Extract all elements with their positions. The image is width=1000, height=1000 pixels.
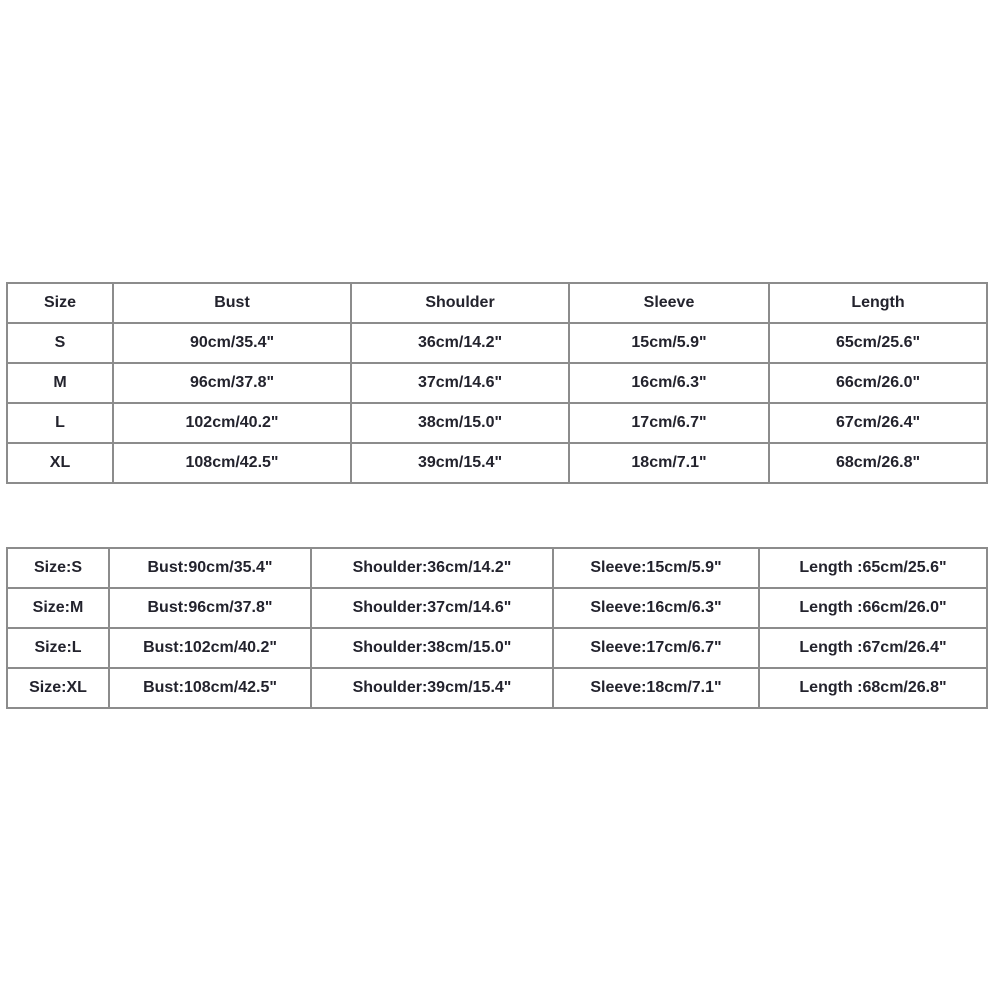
table-row: XL 108cm/42.5" 39cm/15.4" 18cm/7.1" 68cm/26.… [6, 442, 988, 484]
header-cell: Shoulder [350, 282, 570, 324]
table-cell: Bust:90cm/35.4" [108, 547, 312, 589]
header-cell: Sleeve [568, 282, 770, 324]
table-cell: Shoulder:39cm/15.4" [310, 667, 554, 709]
table-cell: 18cm/7.1" [568, 442, 770, 484]
table-cell: M [6, 362, 114, 404]
table-cell: Bust:102cm/40.2" [108, 627, 312, 669]
table-cell: Bust:108cm/42.5" [108, 667, 312, 709]
header-cell: Length [768, 282, 988, 324]
table-row: L 102cm/40.2" 38cm/15.0" 17cm/6.7" 67cm/26.4… [6, 402, 988, 444]
table-cell: 68cm/26.8" [768, 442, 988, 484]
table-cell: 39cm/15.4" [350, 442, 570, 484]
table-cell: Length :67cm/26.4" [758, 627, 988, 669]
table-cell: XL [6, 442, 114, 484]
table-cell: 37cm/14.6" [350, 362, 570, 404]
table-cell: 102cm/40.2" [112, 402, 352, 444]
table-cell: 38cm/15.0" [350, 402, 570, 444]
table-cell: Bust:96cm/37.8" [108, 587, 312, 629]
table-row: Size:L Bust:102cm/40.2" Shoulder:38cm/15.0… [6, 627, 988, 669]
table-cell: 16cm/6.3" [568, 362, 770, 404]
size-chart-header-row: Size Bust Shoulder Sleeve Length [6, 282, 988, 324]
table-cell: Shoulder:38cm/15.0" [310, 627, 554, 669]
table-cell: 67cm/26.4" [768, 402, 988, 444]
table-cell: Sleeve:16cm/6.3" [552, 587, 760, 629]
table-row: M 96cm/37.8" 37cm/14.6" 16cm/6.3" 66cm/26.0" [6, 362, 988, 404]
size-chart-table: Size Bust Shoulder Sleeve Length S 90cm/35.4"… [6, 282, 988, 484]
table-row: Size:XL Bust:108cm/42.5" Shoulder:39cm/15.… [6, 667, 988, 709]
table-cell: Sleeve:15cm/5.9" [552, 547, 760, 589]
table-cell: Sleeve:18cm/7.1" [552, 667, 760, 709]
table-cell: Size:L [6, 627, 110, 669]
table-cell: Length :66cm/26.0" [758, 587, 988, 629]
table-cell: Length :68cm/26.8" [758, 667, 988, 709]
table-cell: 96cm/37.8" [112, 362, 352, 404]
table-cell: Sleeve:17cm/6.7" [552, 627, 760, 669]
table-cell: Length :65cm/25.6" [758, 547, 988, 589]
table-cell: 66cm/26.0" [768, 362, 988, 404]
table-row: Size:S Bust:90cm/35.4" Shoulder:36cm/14.2"… [6, 547, 988, 589]
table-row: Size:M Bust:96cm/37.8" Shoulder:37cm/14.6"… [6, 587, 988, 629]
size-chart-inline-table: Size:S Bust:90cm/35.4" Shoulder:36cm/14.2"… [6, 547, 988, 709]
table-row: S 90cm/35.4" 36cm/14.2" 15cm/5.9" 65cm/25.6" [6, 322, 988, 364]
table-cell: Size:S [6, 547, 110, 589]
table-cell: 90cm/35.4" [112, 322, 352, 364]
table-cell: 17cm/6.7" [568, 402, 770, 444]
table-cell: L [6, 402, 114, 444]
table-cell: Size:M [6, 587, 110, 629]
table-cell: 36cm/14.2" [350, 322, 570, 364]
table-cell: 65cm/25.6" [768, 322, 988, 364]
table-cell: Size:XL [6, 667, 110, 709]
table-cell: 15cm/5.9" [568, 322, 770, 364]
table-cell: Shoulder:36cm/14.2" [310, 547, 554, 589]
header-cell: Bust [112, 282, 352, 324]
header-cell: Size [6, 282, 114, 324]
table-cell: 108cm/42.5" [112, 442, 352, 484]
table-cell: Shoulder:37cm/14.6" [310, 587, 554, 629]
table-cell: S [6, 322, 114, 364]
